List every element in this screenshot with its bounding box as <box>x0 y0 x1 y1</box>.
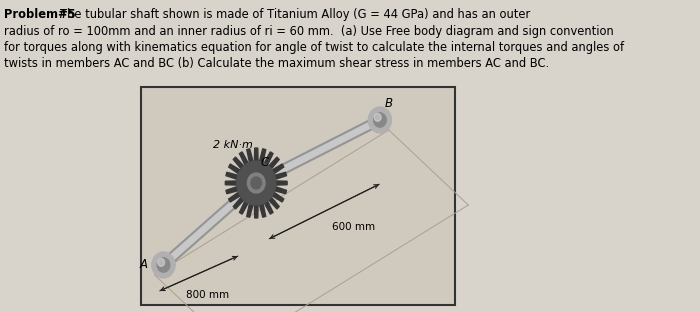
Polygon shape <box>226 172 239 180</box>
Polygon shape <box>274 181 287 185</box>
Polygon shape <box>274 172 286 180</box>
Text: The tubular shaft shown is made of Titanium Alloy (G = 44 GPa) and has an outer: The tubular shaft shown is made of Titan… <box>60 8 531 21</box>
Polygon shape <box>233 157 244 170</box>
Polygon shape <box>268 196 279 209</box>
Polygon shape <box>226 186 239 194</box>
Polygon shape <box>272 164 284 174</box>
Circle shape <box>251 177 262 189</box>
Circle shape <box>158 259 164 266</box>
Polygon shape <box>272 192 284 202</box>
Circle shape <box>368 107 391 133</box>
Circle shape <box>237 161 276 205</box>
Text: A: A <box>139 259 148 271</box>
Polygon shape <box>239 152 248 166</box>
Polygon shape <box>254 148 258 162</box>
Polygon shape <box>259 149 266 163</box>
Text: Problem#5: Problem#5 <box>4 8 76 21</box>
Text: twists in members AC and BC (b) Calculate the maximum shear stress in members AC: twists in members AC and BC (b) Calculat… <box>4 57 550 71</box>
Polygon shape <box>239 200 248 214</box>
Text: radius of ro = 100mm and an inner radius of ri = 60 mm.  (a) Use Free body diagr: radius of ro = 100mm and an inner radius… <box>4 25 614 37</box>
Polygon shape <box>229 192 241 202</box>
Polygon shape <box>246 149 253 163</box>
Polygon shape <box>254 204 258 218</box>
Polygon shape <box>246 202 253 217</box>
Ellipse shape <box>368 111 391 129</box>
Polygon shape <box>225 181 238 185</box>
Polygon shape <box>274 186 286 194</box>
Bar <box>141 87 455 305</box>
Polygon shape <box>259 202 266 217</box>
Text: C: C <box>260 157 269 169</box>
Text: 600 mm: 600 mm <box>332 222 375 232</box>
Circle shape <box>157 258 170 272</box>
Text: for torques along with kinematics equation for angle of twist to calculate the i: for torques along with kinematics equati… <box>4 41 624 54</box>
Polygon shape <box>264 200 273 214</box>
Polygon shape <box>229 164 241 174</box>
Polygon shape <box>233 196 244 209</box>
Circle shape <box>247 173 265 193</box>
Text: 800 mm: 800 mm <box>186 290 229 300</box>
Polygon shape <box>268 157 279 170</box>
Circle shape <box>237 161 276 205</box>
Text: B: B <box>384 97 393 110</box>
Text: 2 kN·m: 2 kN·m <box>213 140 253 150</box>
Polygon shape <box>264 152 273 166</box>
Ellipse shape <box>152 256 175 274</box>
Circle shape <box>374 113 386 127</box>
Circle shape <box>152 252 175 278</box>
Circle shape <box>374 114 381 121</box>
